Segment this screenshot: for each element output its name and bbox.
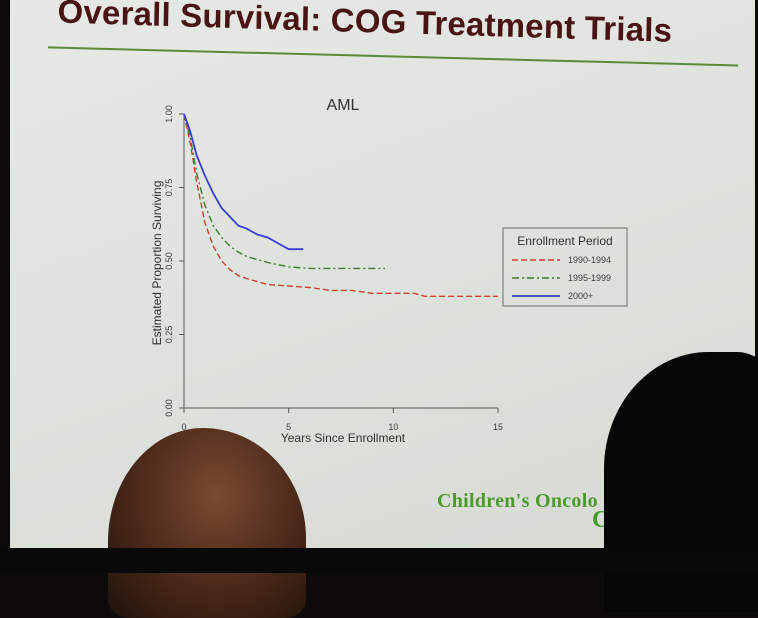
y-tick-label: 0.00 bbox=[164, 399, 174, 417]
x-tick-label: 5 bbox=[286, 422, 291, 432]
footer-brand-text: Children's Oncolo bbox=[437, 490, 598, 512]
chart-series bbox=[183, 113, 498, 297]
chart-axes: 0 5 10 15 0.00 0.25 0.50 0.75 1.00 Years Since En… bbox=[150, 97, 503, 445]
chart-legend: Enrollment Period 1990-1994 1995-1999 2000+ bbox=[502, 227, 628, 307]
y-tick-label: 0.75 bbox=[164, 179, 174, 197]
legend-label: 1990-1994 bbox=[568, 255, 611, 265]
legend-title: Enrollment Period bbox=[517, 234, 612, 248]
y-tick-label: 1.00 bbox=[164, 105, 174, 123]
survival-chart: 0 5 10 15 0.00 0.25 0.50 0.75 1.00 Years Since En… bbox=[150, 97, 628, 445]
x-tick-label: 0 bbox=[181, 422, 186, 432]
chart-title: AML bbox=[327, 97, 360, 114]
series-line-2000- bbox=[183, 113, 304, 251]
x-axis-label: Years Since Enrollment bbox=[281, 431, 406, 445]
y-tick-label: 0.25 bbox=[164, 326, 174, 344]
y-axis-label: Estimated Proportion Surviving bbox=[150, 181, 164, 346]
series-line-1990-1994 bbox=[183, 113, 498, 297]
x-tick-label: 15 bbox=[493, 422, 503, 432]
room-floor bbox=[0, 548, 758, 573]
y-tick-label: 0.50 bbox=[164, 252, 174, 270]
legend-box bbox=[502, 227, 628, 307]
series-line-1995-1999 bbox=[183, 113, 385, 270]
x-tick-label: 10 bbox=[388, 422, 398, 432]
legend-label: 2000+ bbox=[568, 291, 593, 301]
legend-label: 1995-1999 bbox=[568, 273, 611, 283]
